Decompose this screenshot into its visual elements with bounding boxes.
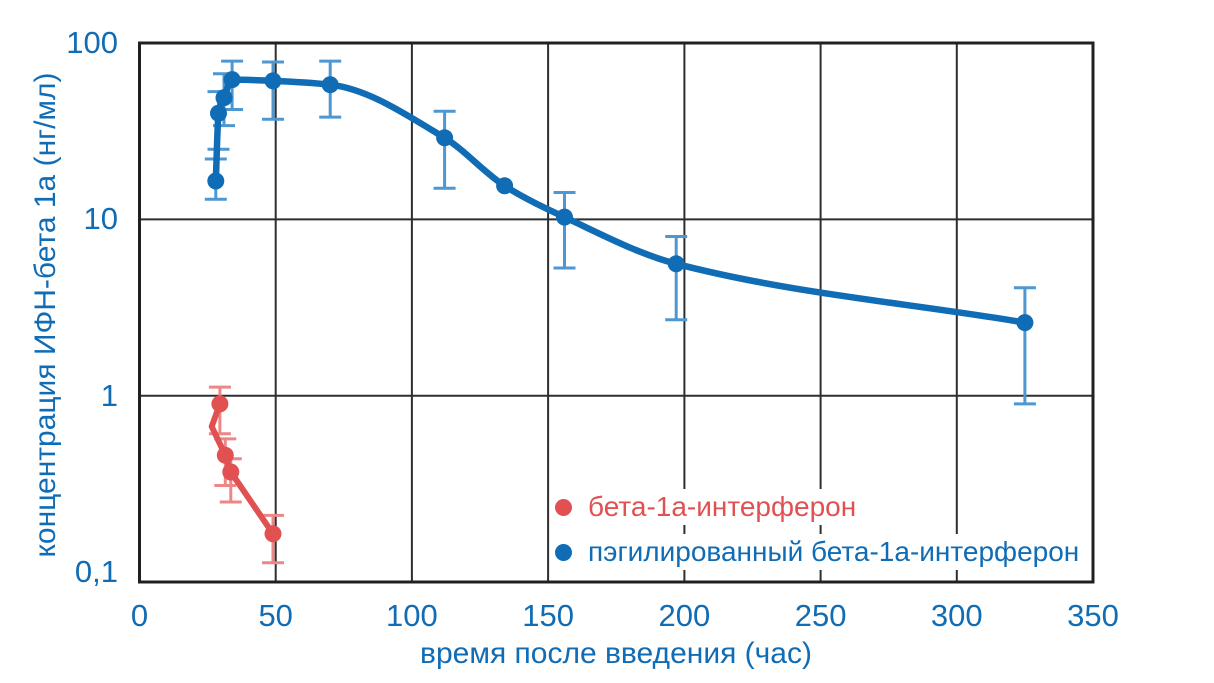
data-point-marker [223,71,241,89]
legend-label-beta1a: бета-1а-интерферон [583,489,862,525]
legend-dot-blue-icon [555,543,572,561]
y-tick-label-1: 1 [100,377,118,413]
data-point-marker [436,129,454,147]
data-point-marker [321,76,339,94]
legend-item-peg-beta1a: пэгилированный бета-1а-интерферон [555,534,1085,570]
x-tick-label-350: 350 [1067,598,1119,633]
data-point-marker [556,208,573,226]
data-point-marker [264,525,282,543]
series-beta1a [208,385,284,565]
legend-dot-red-icon [555,498,572,516]
data-point-marker [210,104,227,122]
data-point-marker [496,177,514,195]
legend-item-beta1a: бета-1а-интерферон [555,489,862,525]
data-point-marker [264,72,282,90]
x-tick-label-250: 250 [794,598,847,633]
data-point-marker [216,446,234,464]
plot-frame [138,41,1095,584]
x-tick-label-0: 0 [130,598,149,633]
x-axis-title: время после введения (час) [420,637,812,670]
series-peg-beta1a [204,59,1036,406]
x-tick-label-150: 150 [522,598,574,633]
data-point-marker [1016,314,1034,332]
y-tick-label-10: 10 [83,201,118,237]
data-point-marker [207,172,225,190]
x-tick-label-50: 50 [258,598,293,633]
data-point-marker [211,395,229,413]
data-point-marker [222,463,240,481]
y-axis-title: концентрация ИФН-бета 1а (нг/мл) [29,72,62,558]
x-tick-label-100: 100 [386,598,438,633]
y-tick-label-100: 100 [66,25,118,60]
x-tick-label-200: 200 [658,598,711,633]
y-tick-label-0,1: 0,1 [74,554,118,590]
x-tick-label-300: 300 [930,598,983,633]
data-point-marker [215,89,233,107]
data-point-marker [667,255,685,273]
legend-label-peg-beta1a: пэгилированный бета-1а-интерферон [583,534,1085,570]
